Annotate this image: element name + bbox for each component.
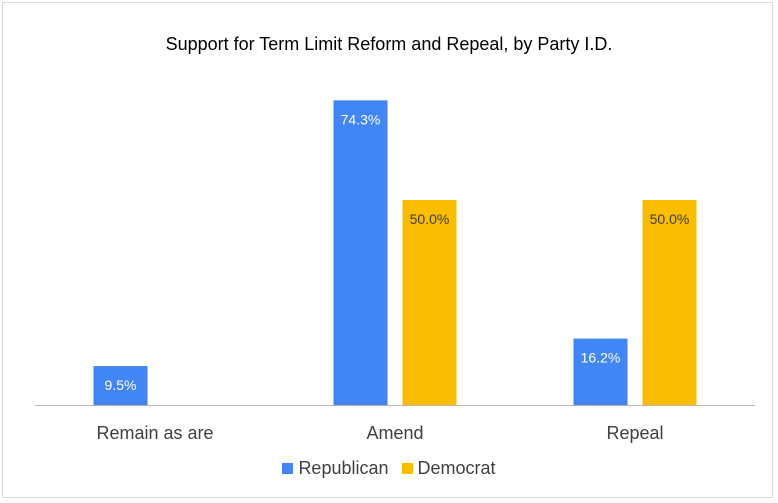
data-label-democrat-amend: 50.0% <box>410 211 450 227</box>
bar-democrat-repeal <box>642 200 697 405</box>
bar-republican-amend <box>333 100 388 406</box>
legend-item-republican: Republican <box>282 458 389 479</box>
data-label-republican-amend: 74.3% <box>341 111 381 127</box>
x-tick-label-repeal: Repeal <box>606 423 663 443</box>
bar-republican-repeal <box>573 338 628 405</box>
x-tick-label-amend: Amend <box>366 423 423 443</box>
chart-legend: Republican Democrat <box>0 458 778 479</box>
legend-label-democrat: Democrat <box>417 458 496 478</box>
legend-item-democrat: Democrat <box>401 458 496 479</box>
data-label-democrat-repeal: 50.0% <box>650 211 690 227</box>
legend-swatch-democrat <box>401 463 413 474</box>
bar-republican-remain-as-are <box>93 366 148 405</box>
data-label-republican-repeal: 16.2% <box>581 350 621 366</box>
chart-title: Support for Term Limit Reform and Repeal… <box>165 34 613 54</box>
x-tick-label-remain-as-are: Remain as are <box>96 423 213 443</box>
legend-swatch-republican <box>282 463 294 474</box>
bar-democrat-amend <box>402 200 457 405</box>
data-label-republican-remain-as-are: 9.5% <box>105 377 137 393</box>
legend-label-republican: Republican <box>298 458 389 478</box>
